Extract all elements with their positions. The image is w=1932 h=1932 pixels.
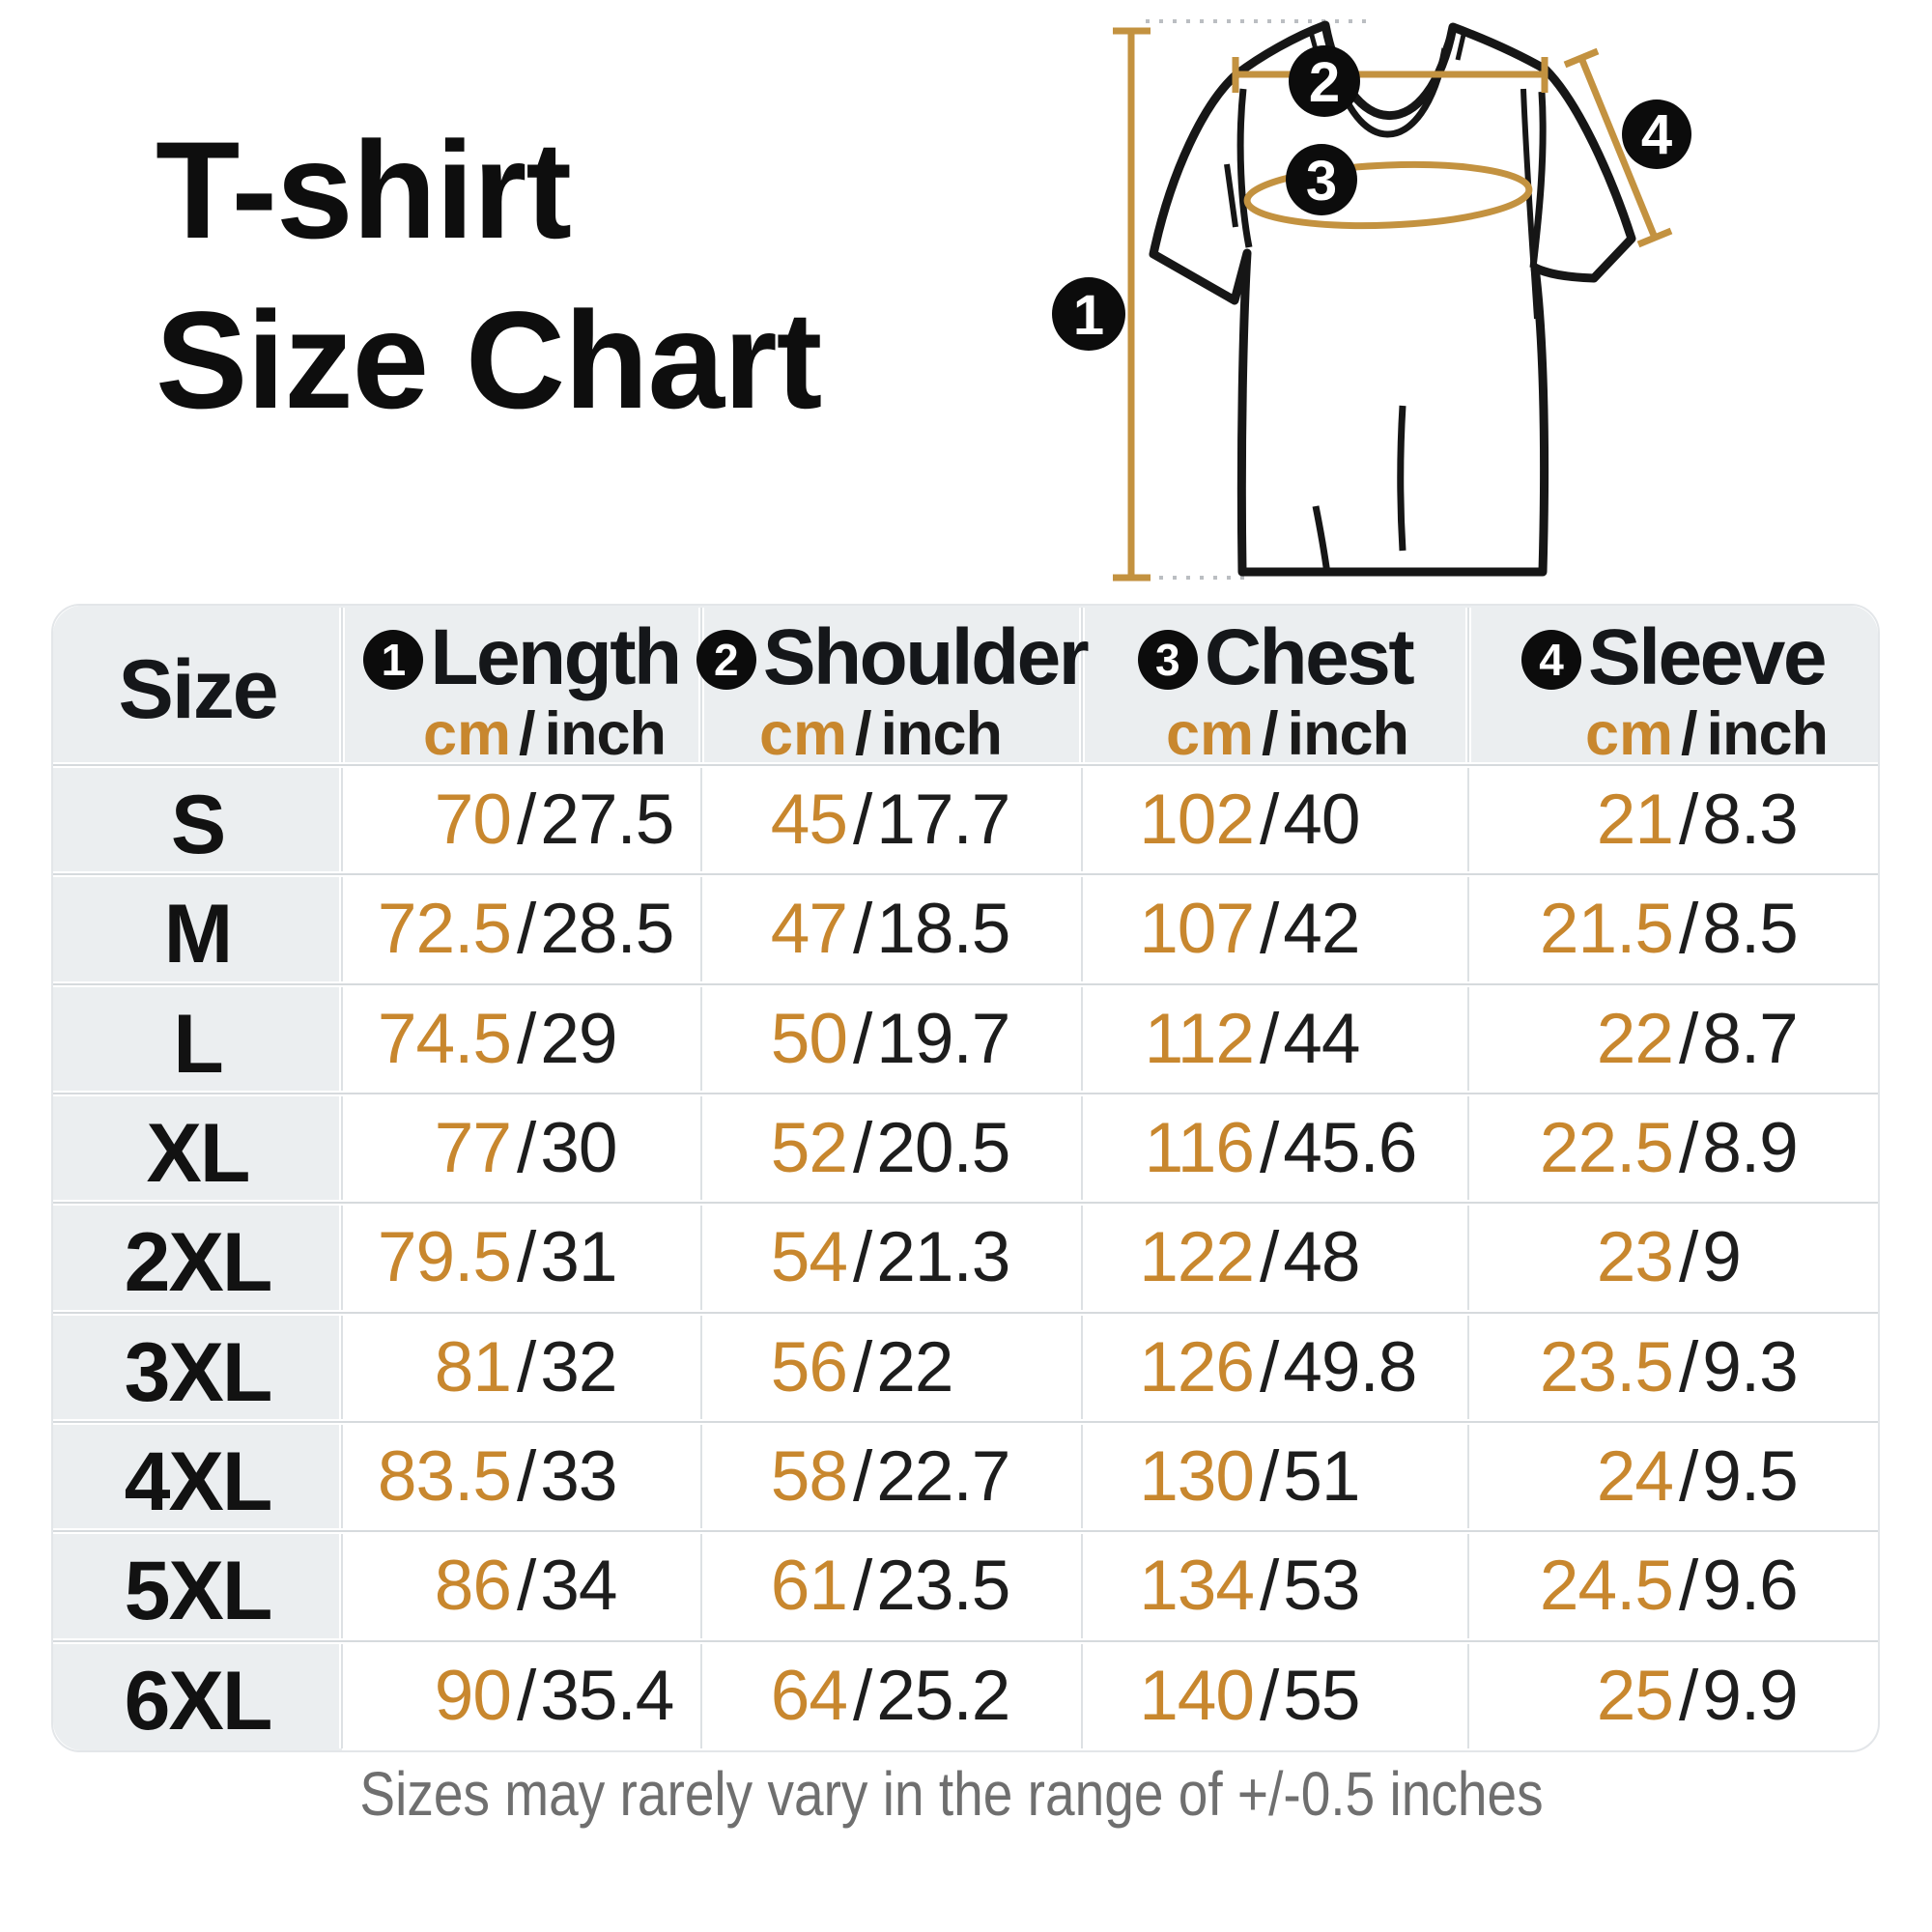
svg-text:3: 3 xyxy=(1306,150,1337,213)
svg-text:1: 1 xyxy=(1073,284,1104,347)
svg-text:4: 4 xyxy=(1641,103,1672,166)
svg-text:2: 2 xyxy=(1309,51,1340,114)
